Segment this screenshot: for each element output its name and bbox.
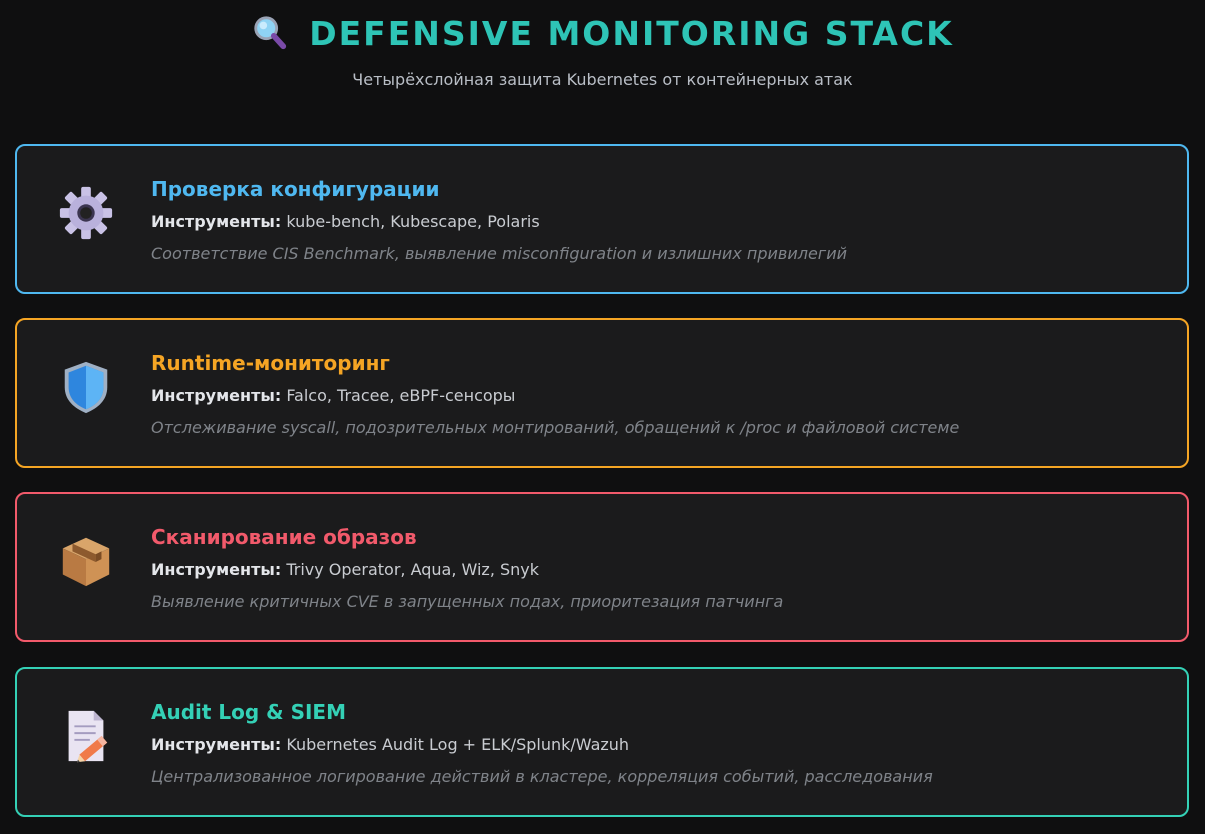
card-tools: Инструменты: Kubernetes Audit Log + ELK/… [151, 733, 1167, 757]
package-icon [62, 537, 110, 587]
tools-list: Kubernetes Audit Log + ELK/Splunk/Wazuh [286, 735, 630, 754]
shield-icon [64, 361, 108, 414]
title-row: DEFENSIVE MONITORING STACK [0, 10, 1205, 56]
card-body: Проверка конфигурации Инструменты: kube-… [151, 174, 1167, 266]
card-body: Runtime-мониторинг Инструменты: Falco, T… [151, 348, 1167, 440]
card-runtime-monitoring: Runtime-мониторинг Инструменты: Falco, T… [15, 318, 1189, 468]
card-description: Соответствие CIS Benchmark, выявление mi… [151, 244, 847, 263]
tools-label: Инструменты: [151, 560, 282, 579]
card-title: Runtime-мониторинг [151, 351, 390, 375]
card-body: Сканирование образов Инструменты: Trivy … [151, 522, 1167, 614]
tools-label: Инструменты: [151, 386, 282, 405]
card-tools: Инструменты: Falco, Tracee, eBPF-сенсоры [151, 384, 1167, 408]
tools-list: kube-bench, Kubescape, Polaris [286, 212, 540, 231]
header: DEFENSIVE MONITORING STACK Четырёхслойна… [0, 10, 1205, 89]
card-body: Audit Log & SIEM Инструменты: Kubernetes… [151, 697, 1167, 789]
card-title: Сканирование образов [151, 525, 417, 549]
tools-list: Falco, Tracee, eBPF-сенсоры [286, 386, 516, 405]
card-description: Отслеживание syscall, подозрительных мон… [151, 418, 960, 437]
card-description: Выявление критичных CVE в запущенных под… [151, 592, 784, 611]
card-image-scanning: Сканирование образов Инструменты: Trivy … [15, 492, 1189, 642]
card-tools: Инструменты: kube-bench, Kubescape, Pola… [151, 210, 1167, 234]
card-config-check: Проверка конфигурации Инструменты: kube-… [15, 144, 1189, 294]
tools-label: Инструменты: [151, 735, 282, 754]
card-title: Audit Log & SIEM [151, 700, 346, 724]
magnifier-icon [254, 16, 287, 50]
card-description: Централизованное логирование действий в … [151, 767, 933, 786]
card-audit-log: Audit Log & SIEM Инструменты: Kubernetes… [15, 667, 1189, 817]
document-pencil-icon [68, 710, 108, 763]
gear-icon [59, 186, 113, 240]
card-title: Проверка конфигурации [151, 177, 440, 201]
page-subtitle: Четырёхслойная защита Kubernetes от конт… [352, 70, 853, 89]
card-tools: Инструменты: Trivy Operator, Aqua, Wiz, … [151, 558, 1167, 582]
page-title: DEFENSIVE MONITORING STACK [309, 13, 954, 53]
tools-label: Инструменты: [151, 212, 282, 231]
tools-list: Trivy Operator, Aqua, Wiz, Snyk [286, 560, 540, 579]
